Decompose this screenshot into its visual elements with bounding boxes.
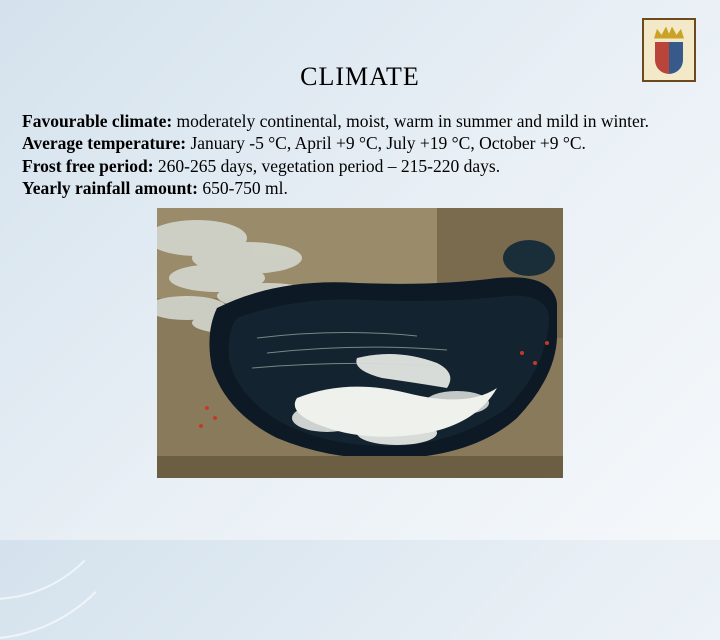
rainfall-text: 650-750 ml. — [198, 178, 288, 198]
shield-icon — [655, 42, 683, 74]
rainfall-label: Yearly rainfall amount: — [22, 178, 198, 198]
temperature-text: January -5 °C, April +9 °C, July +19 °C,… — [186, 133, 586, 153]
page-title: CLIMATE — [0, 0, 720, 92]
crown-icon — [654, 27, 684, 39]
climate-line: Favourable climate: moderately continent… — [22, 110, 698, 132]
image-container — [0, 208, 720, 478]
temperature-line: Average temperature: January -5 °C, Apri… — [22, 132, 698, 154]
satellite-svg — [157, 208, 563, 478]
climate-text: moderately continental, moist, warm in s… — [172, 111, 649, 131]
frost-line: Frost free period: 260-265 days, vegetat… — [22, 155, 698, 177]
satellite-image — [157, 208, 563, 478]
body-content: Favourable climate: moderately continent… — [0, 92, 720, 200]
frost-label: Frost free period: — [22, 156, 154, 176]
frost-text: 260-265 days, vegetation period – 215-22… — [154, 156, 501, 176]
rainfall-line: Yearly rainfall amount: 650-750 ml. — [22, 177, 698, 199]
crest-emblem — [642, 18, 696, 82]
temperature-label: Average temperature: — [22, 133, 186, 153]
climate-label: Favourable climate: — [22, 111, 172, 131]
